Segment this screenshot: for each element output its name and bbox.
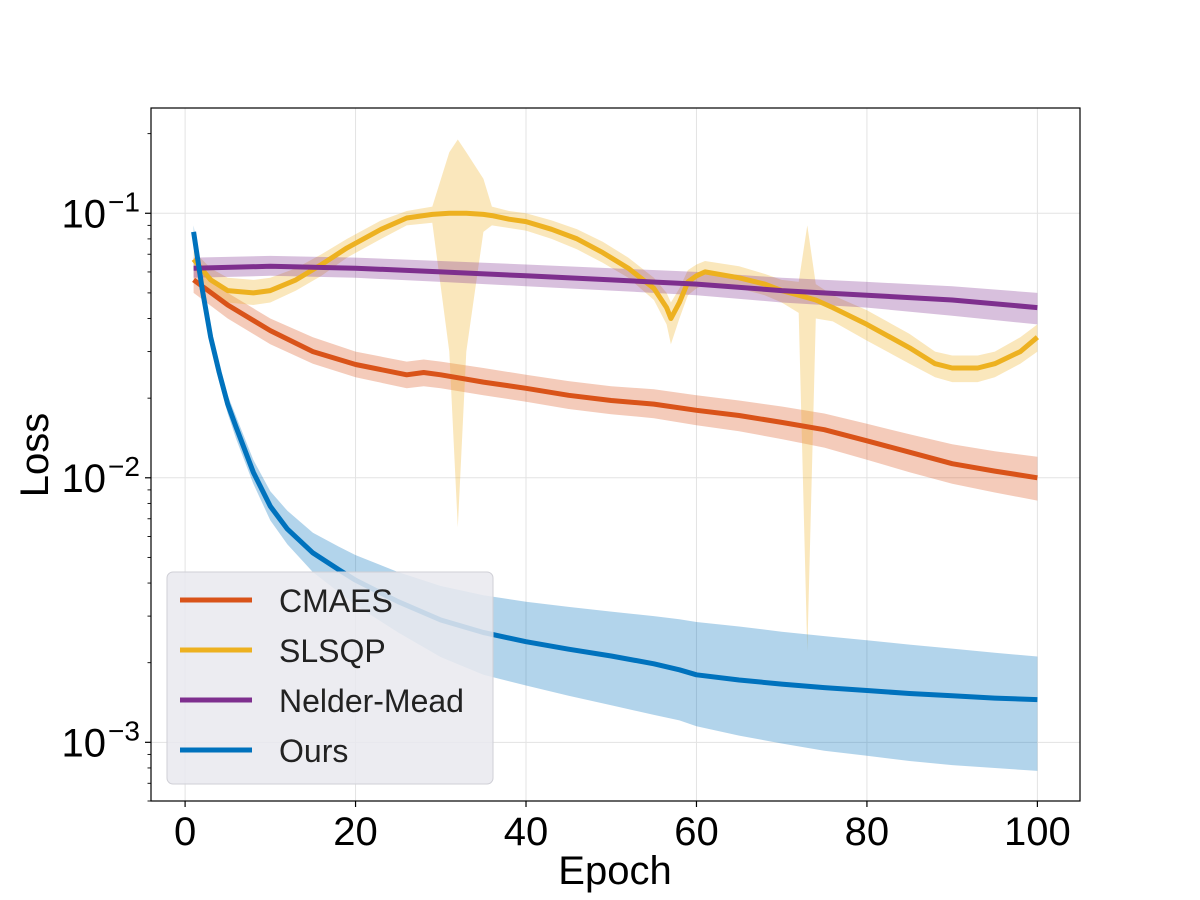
legend-label-nelder-mead: Nelder-Mead [279,683,464,719]
y-tick-exponent: −1 [108,186,140,217]
legend-box [166,571,494,785]
x-tick-label: 60 [674,810,719,854]
plot-frame [150,107,1081,802]
cmaes-line [192,277,1038,481]
x-tick-label: 0 [174,810,196,854]
legend: CMAES SLSQP Nelder-Mead Ours [166,571,494,785]
y-tick-exponent: −2 [108,451,140,482]
slsqp-line [191,210,1040,371]
x-axis-title: Epoch [558,849,671,893]
x-tick-label: 20 [333,810,378,854]
y-tick-label: 10 [62,457,107,501]
y-axis-ticks: 10−310−210−1 [62,133,151,802]
y-tick-base: 10 [62,457,107,501]
x-axis-ticks: 0 20 40 60 80 100 [174,801,1071,854]
legend-label-slsqp: SLSQP [279,633,386,669]
x-tick-label: 80 [845,810,890,854]
x-tick-label: 40 [504,810,549,854]
y-tick-base: 10 [62,721,107,765]
nelder-mead-band [193,255,1038,325]
y-axis-title: Loss [13,413,57,498]
legend-label-ours: Ours [279,733,348,769]
y-tick-label: 10 [62,192,107,236]
y-tick-label: 10 [62,721,107,765]
cmaes-band [193,268,1038,501]
nelder-mead-line [193,263,1038,311]
y-tick-exponent: −3 [108,715,140,746]
legend-label-cmaes: CMAES [279,583,393,619]
x-tick-label: 100 [1004,810,1071,854]
y-tick-base: 10 [62,192,107,236]
